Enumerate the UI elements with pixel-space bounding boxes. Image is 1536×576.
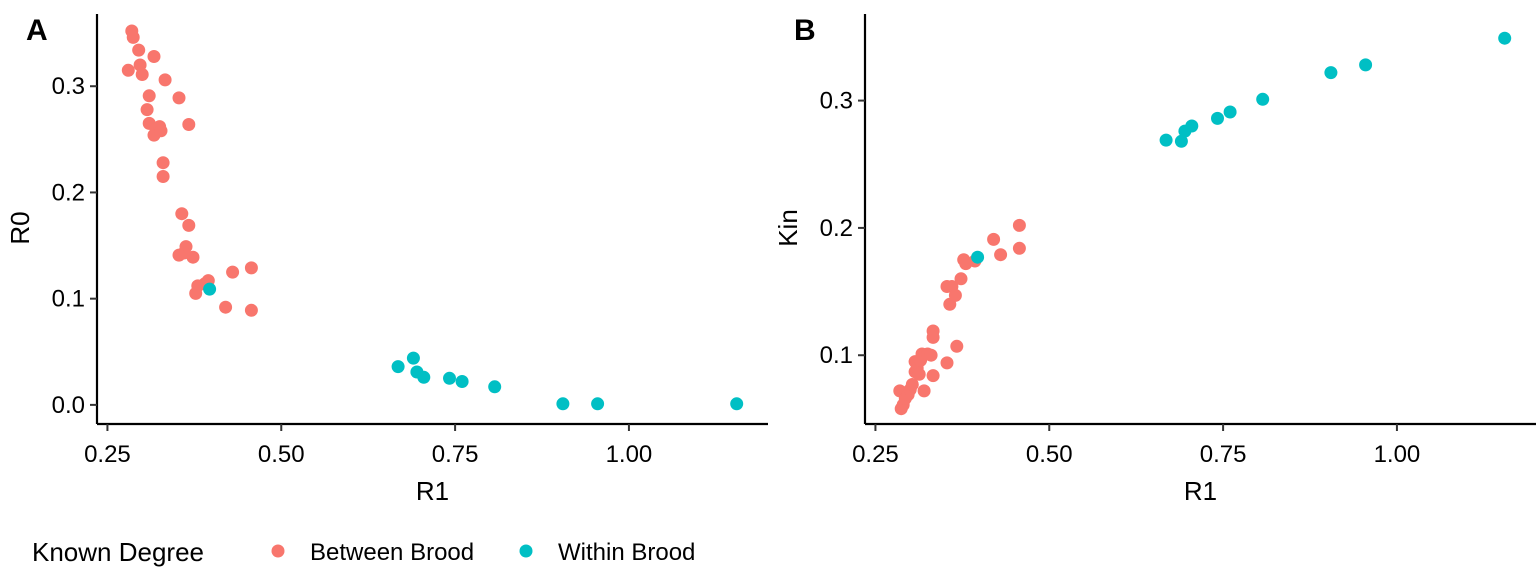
x-tick-label: 0.50 [1026,441,1073,468]
point-within-brood [730,397,744,411]
point-within-brood [1211,111,1224,125]
point-within-brood [203,282,217,296]
point-within-brood [591,397,605,411]
panel-a: 0.25 0.50 0.75 1.00 0.0 0.1 0.2 0.3 R1 R0 A [5,14,768,506]
point-between-brood [987,232,1001,246]
point-between-brood [154,124,168,138]
point-between-brood [924,348,938,362]
legend-label-between-brood: Between Brood [310,539,474,566]
point-within-brood [1359,58,1373,72]
legend-label-within-brood: Within Brood [558,539,695,566]
point-between-brood [140,103,154,117]
point-between-brood [147,50,161,63]
point-between-brood [948,288,962,302]
point-between-brood [121,63,135,77]
y-tick-label: 0.3 [820,88,853,115]
point-between-brood [172,91,186,105]
point-between-brood [182,218,196,232]
x-axis-title: R1 [1184,476,1217,506]
point-between-brood [912,367,926,381]
point-within-brood [1498,31,1512,45]
point-between-brood [126,30,140,44]
point-between-brood [175,207,189,221]
point-between-brood [926,330,940,344]
point-within-brood [1223,105,1237,119]
x-tick-label: 1.00 [1374,441,1421,468]
legend-title: Known Degree [32,537,204,567]
point-between-brood [994,248,1008,262]
point-between-brood [926,369,940,383]
point-between-brood [142,89,156,103]
y-axis-title: Kin [773,209,803,247]
x-tick-label: 0.50 [258,441,305,468]
point-within-brood [443,371,456,385]
panel-b: 0.25 0.50 0.75 1.00 0.1 0.2 0.3 R1 Kin B [773,14,1536,506]
x-tick-label: 1.00 [606,441,653,468]
point-within-brood [1159,133,1173,147]
x-tick-label: 0.25 [852,441,899,468]
point-between-brood [244,261,258,275]
point-between-brood [156,156,170,170]
y-tick-label: 0.3 [52,73,85,100]
y-tick-label: 0.1 [820,342,853,369]
point-within-brood [1185,119,1199,133]
point-within-brood [971,250,985,264]
point-between-brood [226,265,240,279]
panel-label: B [794,14,816,47]
point-between-brood [1012,241,1026,255]
legend: Known Degree Between Brood Within Brood [32,537,695,567]
point-within-brood [455,375,469,388]
point-between-brood [135,68,149,81]
point-between-brood [172,248,186,262]
point-between-brood [905,378,919,391]
point-between-brood [189,286,203,300]
y-tick-label: 0.0 [52,392,85,419]
y-tick-label: 0.2 [820,215,853,242]
legend-marker-within-brood [519,544,533,558]
point-between-brood [158,73,172,87]
point-between-brood [132,43,146,57]
point-between-brood [244,303,258,317]
point-between-brood [219,300,233,314]
point-between-brood [1012,218,1026,232]
point-within-brood [391,360,405,374]
point-between-brood [954,272,968,286]
point-within-brood [1256,92,1270,106]
panel-label: A [26,14,48,47]
point-within-brood [1324,66,1338,80]
point-within-brood [406,351,420,365]
x-tick-label: 0.75 [1200,441,1247,468]
x-axis-title: R1 [416,476,449,506]
point-between-brood [940,356,954,370]
point-within-brood [1174,134,1188,148]
y-axis-title: R0 [5,211,35,244]
y-tick-label: 0.2 [52,179,85,206]
point-within-brood [417,370,431,384]
point-within-brood [556,397,570,411]
x-tick-label: 0.25 [84,441,131,468]
point-between-brood [917,384,931,398]
point-between-brood [182,118,196,131]
point-between-brood [186,250,200,264]
point-between-brood [950,339,964,353]
legend-marker-between-brood [271,544,285,558]
x-tick-label: 0.75 [432,441,479,468]
y-tick-label: 0.1 [52,286,85,313]
point-within-brood [488,380,502,394]
point-between-brood [156,170,170,183]
